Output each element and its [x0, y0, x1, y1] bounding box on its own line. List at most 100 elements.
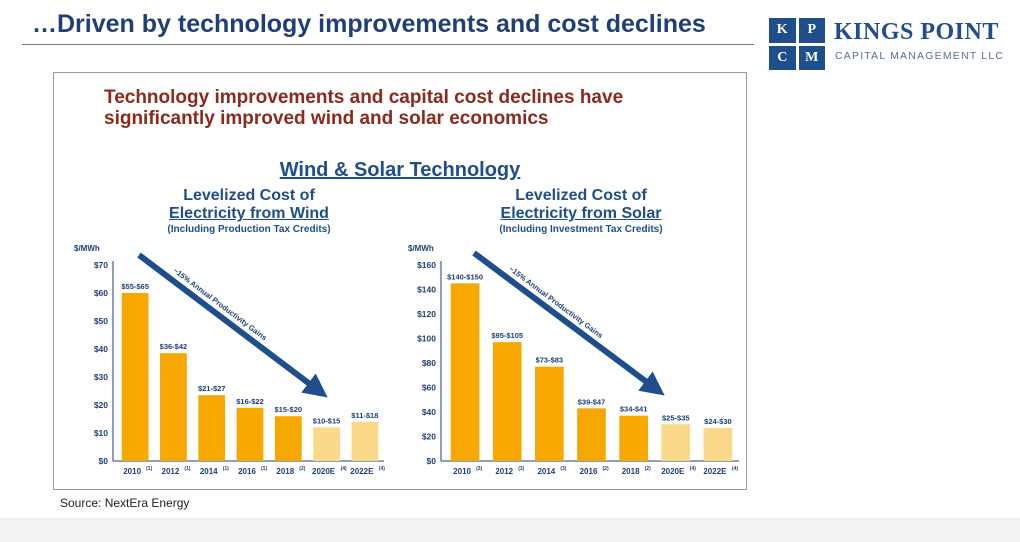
wind-x-tick-footnote: (2) — [299, 466, 305, 472]
solar-x-tick-footnote: (4) — [690, 466, 696, 472]
solar-bar — [577, 408, 606, 461]
solar-data-label: $39-$47 — [578, 397, 606, 406]
solar-data-label: $95-$105 — [491, 331, 523, 340]
wind-x-tick-label: 2016 — [238, 467, 256, 476]
wind-y-unit-label: $/MWh — [74, 244, 100, 253]
wind-title-line-2: Electricity from Wind — [169, 205, 329, 222]
logo-letter-m: M — [798, 45, 825, 70]
wind-x-tick-label: 2018 — [276, 467, 294, 476]
solar-trend-annotation: ~15% Annual Productivity Gains — [507, 264, 604, 340]
solar-x-tick-label: 2012 — [495, 467, 513, 476]
wind-bar — [236, 407, 264, 461]
wind-bar — [274, 416, 302, 461]
section-title: Wind & Solar Technology — [279, 159, 521, 181]
solar-bar — [450, 283, 480, 461]
solar-y-tick-label: $60 — [422, 383, 436, 393]
solar-x-tick-footnote: (4) — [732, 466, 738, 472]
solar-y-tick-label: $20 — [422, 432, 436, 442]
solar-bar — [535, 366, 564, 461]
headline: Technology improvements and capital cost… — [104, 87, 623, 129]
wind-bar — [121, 293, 149, 461]
solar-x-tick-label: 2014 — [537, 467, 555, 476]
wind-x-tick-footnote: (1) — [261, 466, 267, 472]
solar-bar — [492, 342, 522, 461]
logo-letter-p: P — [798, 18, 825, 43]
solar-x-tick-label: 2022E — [703, 467, 727, 476]
solar-x-tick-label: 2018 — [622, 467, 640, 476]
solar-bar — [703, 427, 733, 461]
solar-chart-title: Levelized Cost of Electricity from Solar… — [466, 187, 696, 236]
wind-y-tick-label: $40 — [94, 344, 108, 354]
wind-data-label: $16-$22 — [236, 397, 264, 406]
wind-x-tick-footnote: (4) — [379, 466, 385, 472]
company-logo: K P C M — [769, 18, 825, 70]
wind-x-tick-footnote: (1) — [184, 466, 190, 472]
logo-company-subtitle: CAPITAL MANAGEMENT LLC — [835, 50, 1005, 62]
wind-y-tick-label: $60 — [94, 288, 108, 298]
wind-y-tick-label: $20 — [94, 400, 108, 410]
wind-data-label: $55-$65 — [121, 282, 149, 291]
solar-x-tick-footnote: (2) — [603, 466, 609, 472]
wind-data-label: $21-$27 — [198, 384, 226, 393]
wind-data-label: $10-$15 — [313, 416, 341, 425]
solar-x-tick-footnote: (3) — [518, 466, 524, 472]
wind-data-label: $36-$42 — [160, 342, 188, 351]
solar-chart-subtitle: (Including Investment Tax Credits) — [499, 224, 663, 235]
solar-x-tick-label: 2010 — [453, 467, 471, 476]
wind-x-tick-label: 2022E — [350, 467, 374, 476]
solar-x-tick-footnote: (2) — [645, 466, 651, 472]
solar-x-tick-footnote: (3) — [560, 466, 566, 472]
solar-y-tick-label: $140 — [417, 285, 436, 295]
wind-x-tick-footnote: (1) — [146, 466, 152, 472]
wind-y-tick-label: $70 — [94, 260, 108, 270]
solar-y-tick-label: $0 — [427, 456, 437, 466]
wind-chart: $/MWh $0 $10 $20 $30 $40 $50 $60 $70 $55-$65 2010 (… — [74, 244, 385, 476]
logo-letter-k: K — [769, 18, 796, 43]
wind-chart-title: Levelized Cost of Electricity from Wind … — [134, 187, 364, 236]
solar-y-tick-label: $100 — [417, 334, 436, 344]
wind-data-label: $15-$20 — [275, 405, 303, 414]
solar-y-tick-label: $40 — [422, 407, 436, 417]
wind-x-tick-footnote: (4) — [341, 466, 347, 472]
wind-x-tick-label: 2010 — [123, 467, 141, 476]
logo-letter-c: C — [769, 45, 796, 70]
solar-y-tick-label: $120 — [417, 309, 436, 319]
solar-bar — [661, 424, 691, 461]
wind-x-tick-label: 2020E — [312, 467, 336, 476]
wind-x-tick-label: 2014 — [200, 467, 218, 476]
wind-y-tick-label: $30 — [94, 372, 108, 382]
wind-y-tick-label: $10 — [94, 428, 108, 438]
solar-data-label: $24-$30 — [704, 417, 732, 426]
slide-title: …Driven by technology improvements and c… — [32, 10, 706, 38]
wind-y-tick-label: $0 — [99, 456, 109, 466]
title-divider — [22, 44, 754, 45]
solar-data-label: $34-$41 — [620, 405, 648, 414]
solar-x-tick-label: 2020E — [661, 467, 685, 476]
wind-bar — [160, 353, 187, 461]
headline-line-2: significantly improved wind and solar ec… — [104, 108, 549, 129]
source-note: Source: NextEra Energy — [60, 496, 190, 510]
headline-line-1: Technology improvements and capital cost… — [104, 87, 624, 108]
solar-data-label: $73-$83 — [536, 356, 564, 365]
bottom-bar — [0, 518, 1020, 542]
solar-data-label: $140-$150 — [447, 272, 483, 281]
content-panel: Technology improvements and capital cost… — [53, 72, 747, 490]
wind-bar — [313, 427, 340, 461]
wind-trend-arrow — [137, 252, 328, 398]
solar-chart: $/MWh $0 $20 $40 $60 $80 $100 $120 $140 $160 $140-… — [408, 244, 739, 476]
solar-x-tick-label: 2016 — [580, 467, 598, 476]
wind-x-tick-label: 2012 — [162, 467, 180, 476]
wind-bar — [198, 395, 226, 461]
wind-y-tick-label: $50 — [94, 316, 108, 326]
wind-title-line-1: Levelized Cost of — [183, 187, 315, 204]
wind-x-tick-footnote: (1) — [223, 466, 229, 472]
solar-title-line-1: Levelized Cost of — [515, 187, 647, 204]
solar-data-label: $25-$35 — [662, 413, 690, 422]
solar-bar — [619, 415, 648, 461]
solar-y-tick-label: $160 — [417, 260, 436, 270]
wind-trend-annotation: ~15% Annual Productivity Gains — [172, 266, 269, 342]
solar-title-line-2: Electricity from Solar — [500, 205, 662, 222]
solar-trend-arrow — [472, 250, 665, 396]
wind-bar — [351, 421, 379, 461]
logo-company-name: KINGS POINT — [834, 19, 999, 45]
